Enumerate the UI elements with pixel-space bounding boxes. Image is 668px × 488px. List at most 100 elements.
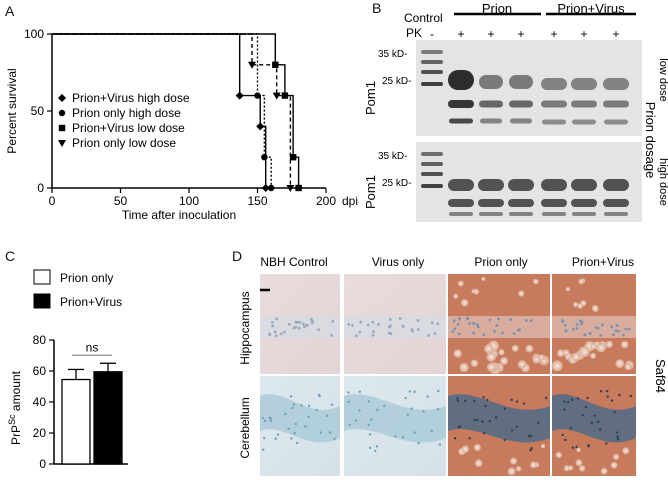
granule-cell — [482, 432, 486, 435]
vacuole — [590, 352, 597, 359]
vacuole — [605, 340, 613, 348]
vacuole — [484, 344, 494, 354]
pk-mark: + — [580, 27, 587, 41]
nucleus — [624, 327, 628, 331]
vacuole — [457, 280, 464, 287]
nucleus — [495, 324, 499, 327]
nucleus — [475, 323, 479, 326]
y-axis-title: Percent survival — [5, 68, 19, 153]
y-axis-title: PrPSc amount — [7, 370, 23, 445]
vacuole — [540, 443, 546, 449]
vacuole — [600, 467, 608, 475]
survival-point — [272, 92, 281, 100]
granule-cell — [616, 437, 620, 441]
granule-cell — [593, 414, 596, 418]
vacuole — [453, 293, 459, 299]
granule-cell — [436, 389, 440, 393]
blot-header-control: Control — [404, 11, 443, 25]
nucleus — [524, 319, 528, 322]
granule-cell — [473, 399, 476, 403]
nucleus — [517, 328, 521, 331]
nucleus — [564, 329, 568, 333]
blot-band — [508, 179, 534, 191]
nucleus — [416, 318, 420, 322]
granule-cell — [575, 445, 578, 449]
nucleus — [273, 330, 277, 334]
nucleus — [297, 326, 301, 330]
nucleus — [433, 332, 437, 335]
nucleus — [497, 317, 500, 321]
nucleus — [501, 331, 504, 335]
blot-band — [604, 212, 628, 216]
nucleus — [509, 318, 513, 321]
nucleus — [310, 321, 314, 325]
nucleus — [287, 322, 291, 326]
granule-cell — [566, 400, 570, 404]
blot-low-dose-bands — [421, 50, 629, 125]
granule-cell — [510, 429, 514, 432]
blot-band — [542, 119, 566, 125]
granule-cell — [295, 441, 299, 445]
vacuole — [453, 349, 462, 358]
histology-tile-r1-c3 — [552, 376, 636, 476]
nucleus — [401, 325, 405, 328]
granule-cell — [330, 403, 334, 406]
granule-cell — [406, 413, 410, 416]
vacuole — [498, 349, 505, 356]
granule-cell — [584, 406, 588, 409]
nucleus — [493, 329, 496, 333]
granule-cell — [610, 399, 614, 402]
nucleus — [331, 320, 335, 323]
nucleus — [610, 325, 614, 329]
vacuole — [591, 304, 599, 312]
granule-cell — [284, 412, 287, 416]
nucleus — [411, 329, 414, 333]
survival-point — [261, 184, 270, 192]
granule-cell — [417, 441, 420, 445]
survival-point — [256, 122, 265, 131]
nucleus — [596, 326, 600, 330]
nucleus — [275, 317, 279, 321]
vacuole — [515, 465, 522, 472]
granule-cell — [354, 419, 358, 422]
blot-marker-35-bottom: 35 kD- — [378, 151, 407, 162]
nucleus — [456, 323, 460, 326]
nucleus — [564, 323, 567, 327]
nucleus — [347, 323, 351, 326]
survival-line — [52, 33, 292, 188]
vacuole — [471, 289, 476, 294]
blot-band — [449, 118, 473, 124]
y-tick-label: 20 — [33, 426, 47, 440]
granular-layer — [448, 394, 550, 443]
granule-cell — [456, 397, 459, 400]
blot-band — [541, 179, 567, 191]
legend-label: Prion only low dose — [72, 136, 176, 150]
granule-cell — [375, 445, 379, 448]
granule-cell — [486, 398, 489, 402]
vacuole — [517, 360, 527, 369]
granule-cell — [453, 437, 457, 440]
blot-band — [571, 179, 597, 191]
panel-letter-a: A — [5, 3, 15, 19]
granule-cell — [408, 390, 412, 393]
granule-cell — [430, 429, 433, 433]
blot-header-prion-virus: Prion+Virus — [557, 1, 625, 16]
x-unit-label: dpi — [342, 194, 358, 208]
nucleus — [371, 333, 375, 337]
granule-cell — [570, 398, 574, 401]
granule-cell — [268, 416, 271, 420]
granule-cell — [438, 443, 442, 446]
granule-cell — [476, 419, 479, 422]
vacuole — [510, 457, 518, 465]
nucleus — [588, 332, 592, 335]
blot-marker-25-top: 25 kD- — [382, 76, 411, 87]
granule-cell — [605, 389, 609, 393]
nucleus — [572, 327, 575, 331]
blot-band — [480, 118, 502, 124]
panel-letter-c: C — [5, 248, 16, 264]
nucleus — [457, 332, 461, 336]
vacuole — [532, 355, 541, 364]
blot-band — [448, 179, 474, 191]
